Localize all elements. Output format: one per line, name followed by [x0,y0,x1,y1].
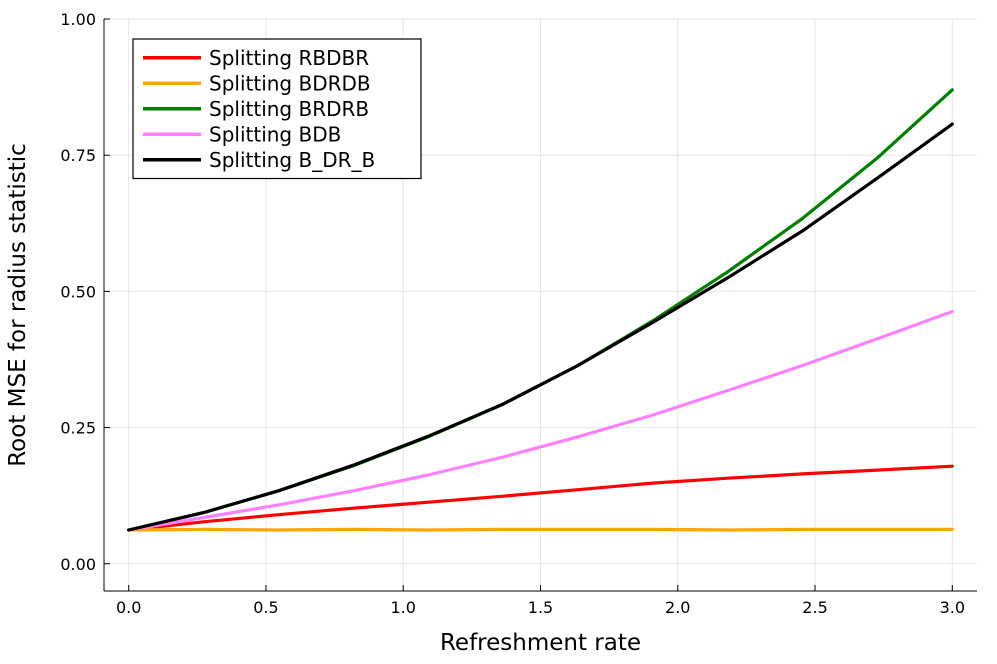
legend-label: Splitting BDRDB [209,71,371,95]
x-tick-label: 2.5 [802,598,827,617]
series-layer [127,88,954,532]
x-axis-title: Refreshment rate [440,630,641,656]
legend-label: Splitting BRDRB [209,97,369,121]
x-tick-label: 1.5 [528,598,553,617]
y-tick-label: 0.75 [60,146,96,165]
x-tick-label: 0.0 [116,598,141,617]
y-tick-label: 0.50 [60,282,96,301]
legend-label: Splitting BDB [209,122,341,146]
series-line-5 [127,122,954,532]
legend-label: Splitting RBDBR [209,46,369,70]
y-axis-title: Root MSE for radius statistic [5,143,31,467]
x-tick-label: 2.0 [665,598,690,617]
x-tick-label: 0.5 [253,598,278,617]
y-tick-label: 0.25 [60,419,96,438]
ticks: 0.0 0.5 1.0 1.5 2.0 2.5 3.0 0.00 0.25 0.50 0.75 1.0… [60,10,965,617]
x-tick-label: 3.0 [940,598,965,617]
legend-label: Splitting B_DR_B [209,148,375,172]
series-line-2 [127,527,954,532]
series-line-1 [127,464,954,532]
series-line-4 [127,309,954,532]
y-tick-label: 1.00 [60,10,96,29]
x-tick-label: 1.0 [391,598,416,617]
y-tick-label: 0.00 [60,555,96,574]
